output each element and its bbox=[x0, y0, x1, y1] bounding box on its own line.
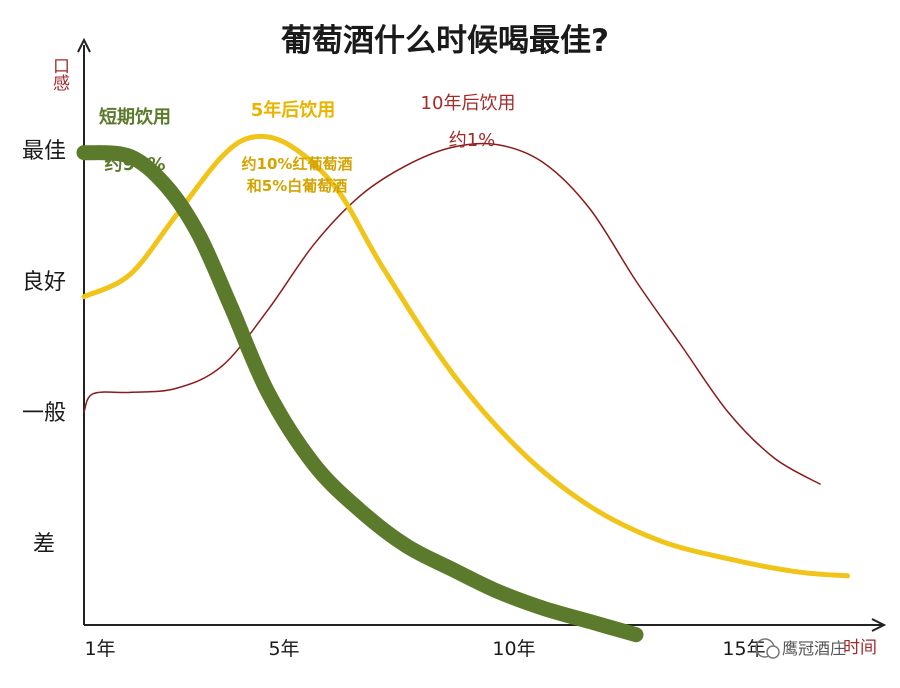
series-share-10-years: 约1% bbox=[449, 130, 496, 151]
series-share-5-years-line2: 和5%白葡萄酒 bbox=[247, 177, 347, 195]
series-line-short-term bbox=[76, 145, 644, 643]
series-lines bbox=[76, 133, 851, 643]
y-tick-label: 良好 bbox=[22, 270, 66, 295]
x-tick-label: 5年 bbox=[268, 638, 299, 660]
axes bbox=[77, 37, 887, 632]
watermark: 鹰冠酒庄 bbox=[755, 638, 846, 659]
y-tick-label: 一般 bbox=[22, 401, 66, 426]
series-label-10-years: 10年后饮用 bbox=[421, 93, 516, 114]
y-axis-arrow bbox=[77, 37, 91, 53]
watermark-text: 鹰冠酒庄 bbox=[782, 639, 846, 658]
x-tick-label: 10年 bbox=[492, 638, 535, 660]
series-share-short-term: 约90% bbox=[104, 153, 165, 175]
x-tick-label: 1年 bbox=[84, 638, 115, 660]
y-tick-label: 最佳 bbox=[22, 139, 66, 164]
series-label-5-years: 5年后饮用 bbox=[251, 99, 336, 121]
series-labels: 短期饮用 约90% 5年后饮用 约10%红葡萄酒 和5%白葡萄酒 10年后饮用 … bbox=[99, 93, 515, 195]
series-label-short-term: 短期饮用 bbox=[99, 106, 171, 128]
y-axis-label: 口感 bbox=[49, 57, 70, 91]
y-tick-label: 差 bbox=[33, 532, 55, 557]
series-share-5-years-line1: 约10%红葡萄酒 bbox=[242, 155, 353, 173]
series-line-10-years bbox=[83, 142, 821, 485]
x-ticks: 1年 5年 10年 15年 bbox=[84, 638, 765, 660]
series-line-5-years bbox=[81, 133, 851, 579]
chart-title: 葡萄酒什么时候喝最佳? bbox=[281, 23, 609, 59]
x-axis-arrow bbox=[871, 618, 887, 632]
chat-bubble-icon-inner bbox=[766, 645, 780, 659]
x-tick-label: 15年 bbox=[722, 638, 765, 660]
x-axis-label: 时间 bbox=[843, 638, 877, 658]
